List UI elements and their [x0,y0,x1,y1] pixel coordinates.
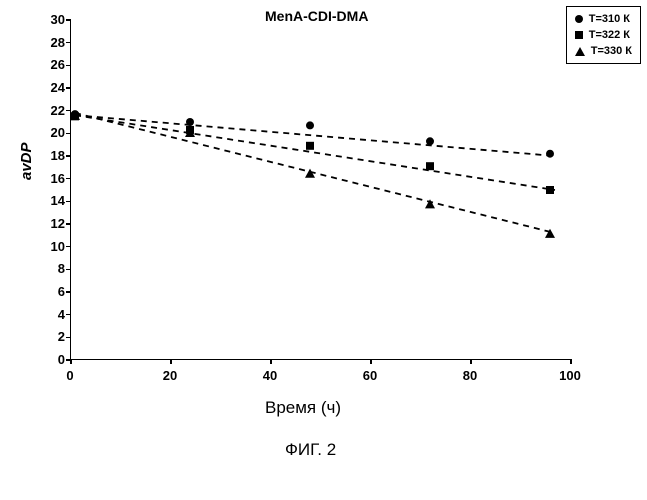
y-tick-label: 30 [35,12,65,27]
y-tick-label: 4 [35,307,65,322]
y-tick-label: 16 [35,171,65,186]
y-tick-label: 10 [35,239,65,254]
x-axis-label: Время (ч) [265,398,341,418]
circle-icon [575,15,583,23]
legend-label: Т=330 К [591,45,632,57]
data-marker [426,162,434,170]
data-marker [306,121,314,129]
data-marker [546,150,554,158]
legend-item: Т=310 К [575,11,632,27]
x-tick-label: 0 [55,368,85,383]
data-marker [186,118,194,126]
trend-line [75,115,555,190]
y-tick-label: 24 [35,80,65,95]
y-tick-label: 18 [35,148,65,163]
x-tick-label: 40 [255,368,285,383]
data-marker [426,137,434,145]
y-tick-label: 20 [35,125,65,140]
chart-area [70,20,570,360]
y-tick-label: 8 [35,261,65,276]
trend-line [75,115,555,156]
triangle-icon [575,47,585,56]
y-tick-label: 12 [35,216,65,231]
trend-line [75,113,555,233]
x-tick-label: 20 [155,368,185,383]
y-tick-label: 2 [35,329,65,344]
x-tick-label: 100 [555,368,585,383]
plot-svg [70,20,570,360]
legend-item: Т=330 К [575,43,632,59]
legend-label: Т=310 К [589,13,630,25]
y-tick-label: 6 [35,284,65,299]
data-marker [306,142,314,150]
y-tick-label: 0 [35,352,65,367]
legend-item: Т=322 К [575,27,632,43]
legend-label: Т=322 К [589,29,630,41]
figure-label: ФИГ. 2 [285,440,336,460]
y-tick-label: 26 [35,57,65,72]
x-tick-label: 60 [355,368,385,383]
x-tick [570,359,572,364]
y-tick-label: 14 [35,193,65,208]
data-marker [425,199,435,208]
y-axis-label: avDP [18,142,35,180]
data-marker [546,186,554,194]
x-tick-label: 80 [455,368,485,383]
y-tick-label: 28 [35,35,65,50]
y-tick-label: 22 [35,103,65,118]
square-icon [575,31,583,39]
legend: Т=310 К Т=322 К Т=330 К [566,6,641,64]
